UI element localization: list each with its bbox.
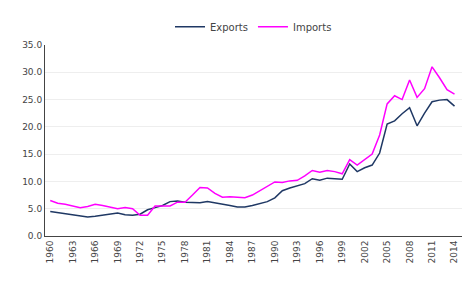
svg-text:1993: 1993 <box>292 241 302 264</box>
svg-text:1981: 1981 <box>202 241 212 264</box>
svg-text:15.0: 15.0 <box>22 149 42 159</box>
svg-text:1996: 1996 <box>315 240 325 263</box>
svg-text:25.0: 25.0 <box>22 95 42 105</box>
svg-text:2014: 2014 <box>449 240 459 263</box>
svg-text:1975: 1975 <box>157 241 167 264</box>
svg-text:1969: 1969 <box>113 240 123 263</box>
svg-text:1960: 1960 <box>45 240 55 263</box>
svg-text:1990: 1990 <box>270 240 280 263</box>
svg-text:1972: 1972 <box>135 241 145 264</box>
svg-text:2008: 2008 <box>405 240 415 263</box>
svg-text:1999: 1999 <box>337 240 347 263</box>
svg-text:1987: 1987 <box>247 241 257 264</box>
svg-text:2002: 2002 <box>360 241 370 264</box>
svg-text:1966: 1966 <box>90 240 100 263</box>
svg-text:Imports: Imports <box>293 22 331 33</box>
svg-text:2005: 2005 <box>382 241 392 264</box>
svg-text:10.0: 10.0 <box>22 177 42 187</box>
svg-text:0.0: 0.0 <box>28 231 43 241</box>
svg-text:1984: 1984 <box>225 240 235 263</box>
svg-text:5.0: 5.0 <box>28 204 43 214</box>
svg-text:2011: 2011 <box>427 241 437 264</box>
svg-text:30.0: 30.0 <box>22 67 42 77</box>
svg-text:20.0: 20.0 <box>22 122 42 132</box>
svg-text:1978: 1978 <box>180 240 190 263</box>
svg-text:35.0: 35.0 <box>22 40 42 50</box>
svg-text:Exports: Exports <box>210 22 248 33</box>
svg-text:1963: 1963 <box>68 241 78 264</box>
